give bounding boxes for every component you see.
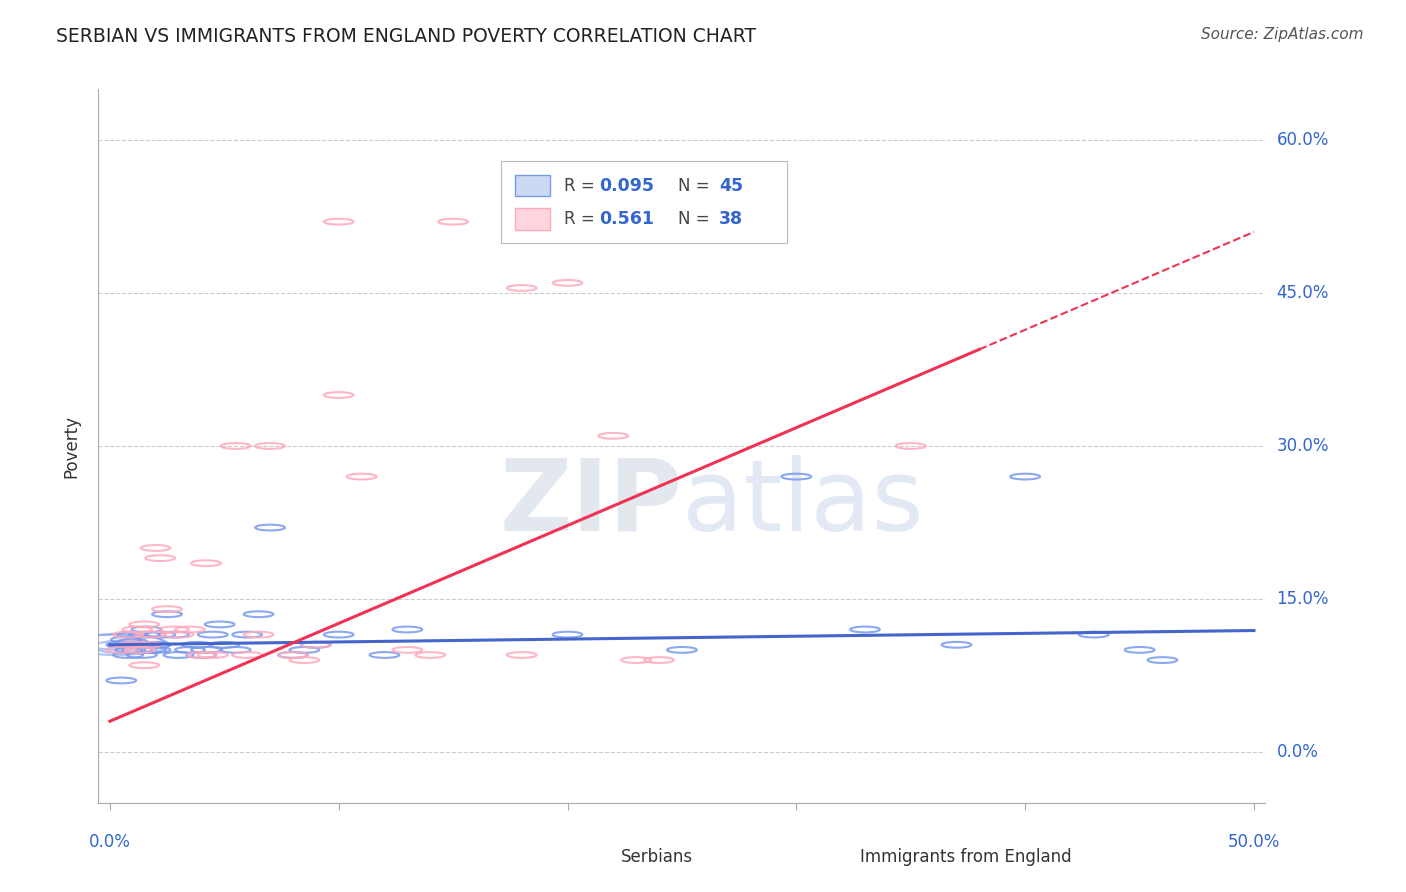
Text: SERBIAN VS IMMIGRANTS FROM ENGLAND POVERTY CORRELATION CHART: SERBIAN VS IMMIGRANTS FROM ENGLAND POVER… <box>56 27 756 45</box>
FancyBboxPatch shape <box>501 161 787 243</box>
Text: R =: R = <box>564 177 600 194</box>
Text: 0.095: 0.095 <box>599 177 654 194</box>
FancyBboxPatch shape <box>823 847 852 868</box>
Text: R =: R = <box>564 211 600 228</box>
Text: 45: 45 <box>720 177 744 194</box>
Text: 38: 38 <box>720 211 744 228</box>
Text: N =: N = <box>679 177 716 194</box>
FancyBboxPatch shape <box>515 175 550 196</box>
FancyBboxPatch shape <box>515 209 550 230</box>
Text: N =: N = <box>679 211 716 228</box>
Text: Serbians: Serbians <box>621 848 693 866</box>
Text: 0.0%: 0.0% <box>1277 743 1319 761</box>
Y-axis label: Poverty: Poverty <box>62 415 80 477</box>
Text: 30.0%: 30.0% <box>1277 437 1329 455</box>
Text: 0.561: 0.561 <box>599 211 654 228</box>
Text: atlas: atlas <box>682 455 924 551</box>
FancyBboxPatch shape <box>582 847 613 868</box>
Text: 45.0%: 45.0% <box>1277 284 1329 302</box>
Text: 60.0%: 60.0% <box>1277 131 1329 149</box>
Text: Immigrants from England: Immigrants from England <box>860 848 1073 866</box>
Text: 50.0%: 50.0% <box>1227 833 1279 851</box>
Text: 0.0%: 0.0% <box>89 833 131 851</box>
Text: Source: ZipAtlas.com: Source: ZipAtlas.com <box>1201 27 1364 42</box>
Text: ZIP: ZIP <box>499 455 682 551</box>
Text: 15.0%: 15.0% <box>1277 590 1329 608</box>
